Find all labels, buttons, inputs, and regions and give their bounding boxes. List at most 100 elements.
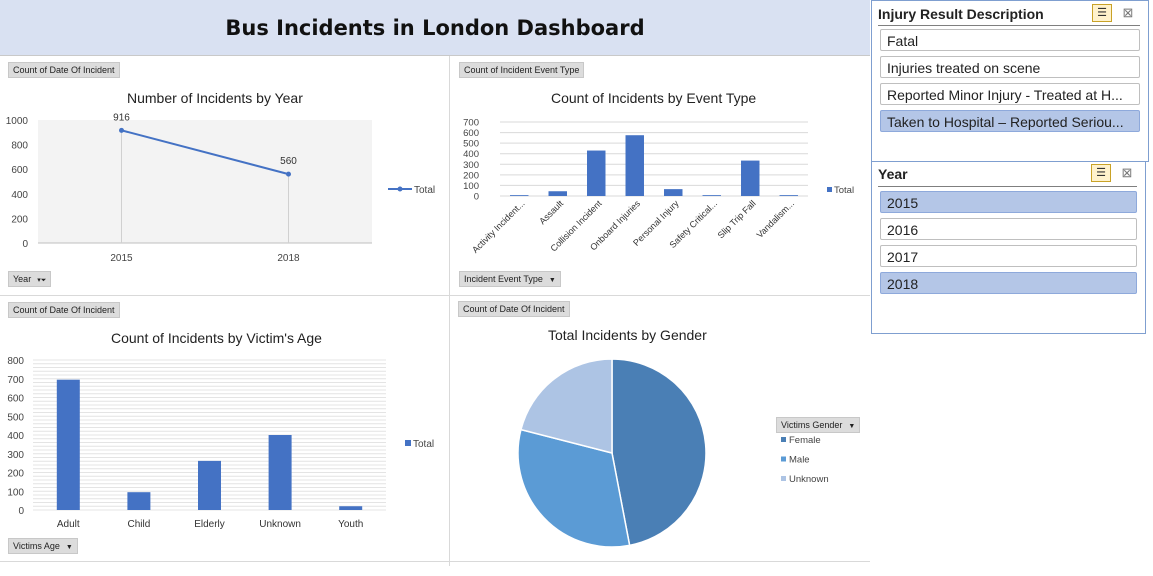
slicer-item-injuries-treated[interactable]: Injuries treated on scene <box>880 56 1140 78</box>
legend-swatch-total <box>405 440 411 446</box>
legend-label-total: Total <box>413 439 434 450</box>
bar <box>587 150 606 196</box>
gender-legend-field-button[interactable]: Victims Gender ▼ <box>776 417 861 433</box>
slicer-item-2015[interactable]: 2015 <box>880 191 1137 213</box>
y-tick-label: 800 <box>11 141 28 152</box>
y-tick-label: 100 <box>7 487 24 498</box>
y-tick-label: 0 <box>22 239 28 250</box>
bar <box>779 195 798 196</box>
year-slicer: Year ☰ ⊠ 2015 2016 2017 2018 <box>871 161 1146 334</box>
age-axis-field-button[interactable]: Victims Age ▼ <box>8 538 78 554</box>
chart-title-age: Count of Incidents by Victim's Age <box>111 330 322 346</box>
y-tick-label: 400 <box>7 431 24 442</box>
x-tick-label: 2018 <box>277 253 300 264</box>
dashboard-title: Bus Incidents in London Dashboard <box>225 15 645 40</box>
multi-select-icon[interactable]: ☰ <box>1091 164 1111 182</box>
value-field-button[interactable]: Count of Incident Event Type <box>459 62 585 78</box>
y-tick-label: 700 <box>463 118 479 129</box>
x-tick-label: Slip Trip Fall <box>716 198 758 240</box>
data-point <box>286 171 291 177</box>
dashboard-header: Bus Incidents in London Dashboard <box>0 0 870 56</box>
x-tick-label: Youth <box>338 519 363 530</box>
x-tick-label: Child <box>128 519 151 530</box>
bar <box>268 435 292 510</box>
slicer-item-reported-minor[interactable]: Reported Minor Injury - Treated at H... <box>880 83 1140 105</box>
y-tick-label: 1000 <box>6 116 29 127</box>
filter-icon: ▾⏷ <box>37 277 47 284</box>
multi-select-icon[interactable]: ☰ <box>1092 4 1112 22</box>
y-tick-label: 300 <box>7 450 24 461</box>
value-field-button[interactable]: Count of Date Of Incident <box>8 302 120 318</box>
plot-area <box>38 120 372 243</box>
y-tick-label: 300 <box>463 160 479 171</box>
y-tick-label: 600 <box>7 394 24 405</box>
year-line-chart: 0 200 400 600 800 1000 2015 2018 916 560 Total <box>6 112 435 264</box>
grid-divider-bottom <box>0 561 870 562</box>
y-tick-label: 700 <box>7 375 24 386</box>
slicer-header-divider <box>878 25 1140 26</box>
bar <box>56 379 80 510</box>
y-tick-label: 200 <box>7 469 24 480</box>
chart-title-gender: Total Incidents by Gender <box>548 327 707 343</box>
legend-label-total: Total <box>414 185 435 196</box>
pie-slice-unknown <box>520 358 613 454</box>
y-tick-label: 600 <box>463 128 479 139</box>
x-tick-label: Vandalism... <box>755 198 797 240</box>
legend-marker-total <box>397 186 403 192</box>
chevron-down-icon: ▼ <box>848 423 856 430</box>
value-field-button[interactable]: Count of Date Of Incident <box>8 62 120 78</box>
grid-divider-horizontal <box>0 295 870 296</box>
year-axis-field-button[interactable]: Year ▾⏷ <box>8 271 52 287</box>
x-tick-label: Elderly <box>194 519 225 530</box>
injury-result-slicer: Injury Result Description ☰ ⊠ Fatal Inju… <box>871 0 1149 162</box>
legend-label-female: Female <box>789 435 821 446</box>
bar <box>510 195 529 196</box>
value-field-label: Count of Date Of Incident <box>13 305 115 315</box>
value-field-button[interactable]: Count of Date Of Incident <box>458 301 570 317</box>
bar <box>127 492 151 510</box>
clear-filter-icon[interactable]: ⊠ <box>1122 5 1134 20</box>
age-bar-chart: 0 100 200 300 400 500 600 700 800 Adult Child Elder… <box>7 356 434 530</box>
series-line-total <box>121 129 289 176</box>
data-label: 916 <box>113 112 130 123</box>
y-tick-label: 100 <box>463 181 479 192</box>
bar <box>664 189 683 196</box>
data-label: 560 <box>280 156 297 167</box>
y-tick-label: 600 <box>11 165 28 176</box>
y-tick-label: 400 <box>463 149 479 160</box>
gender-pie-chart: Female Male Unknown <box>517 358 829 548</box>
y-tick-label: 0 <box>474 192 479 203</box>
y-tick-label: 800 <box>7 356 24 367</box>
event-axis-field-button[interactable]: Incident Event Type ▼ <box>459 271 561 287</box>
axis-field-label: Incident Event Type <box>464 274 543 284</box>
legend-label-total: Total <box>834 185 854 196</box>
legend-swatch-unknown <box>781 476 786 481</box>
legend-swatch-total <box>827 187 832 192</box>
axis-field-label: Year <box>13 274 32 284</box>
pie-slice-male <box>517 428 631 548</box>
legend-label-male: Male <box>789 455 810 466</box>
slicer-item-2016[interactable]: 2016 <box>880 218 1137 240</box>
clear-filter-icon[interactable]: ⊠ <box>1121 165 1133 180</box>
y-tick-label: 500 <box>463 139 479 150</box>
slicer-header: Injury Result Description <box>878 6 1044 22</box>
grid-divider-vertical <box>449 56 450 566</box>
slicer-header: Year <box>878 166 908 182</box>
slicer-item-2018[interactable]: 2018 <box>880 272 1137 294</box>
x-tick-label: Unknown <box>259 519 301 530</box>
value-field-label: Count of Date Of Incident <box>463 304 565 314</box>
data-point <box>119 127 124 133</box>
bar <box>198 460 221 510</box>
legend-swatch-female <box>781 437 786 442</box>
x-tick-label: Adult <box>57 519 80 530</box>
slicer-item-fatal[interactable]: Fatal <box>880 29 1140 51</box>
x-tick-label: 2015 <box>110 253 133 264</box>
slicer-item-taken-to-hospital[interactable]: Taken to Hospital – Reported Seriou... <box>880 110 1140 132</box>
slicer-item-2017[interactable]: 2017 <box>880 245 1137 267</box>
x-tick-label: Assault <box>537 198 565 226</box>
y-tick-label: 200 <box>11 214 28 225</box>
x-tick-label: Activity Incident... <box>470 198 527 255</box>
pie-slice-female <box>611 358 707 547</box>
legend-label-unknown: Unknown <box>789 474 829 485</box>
